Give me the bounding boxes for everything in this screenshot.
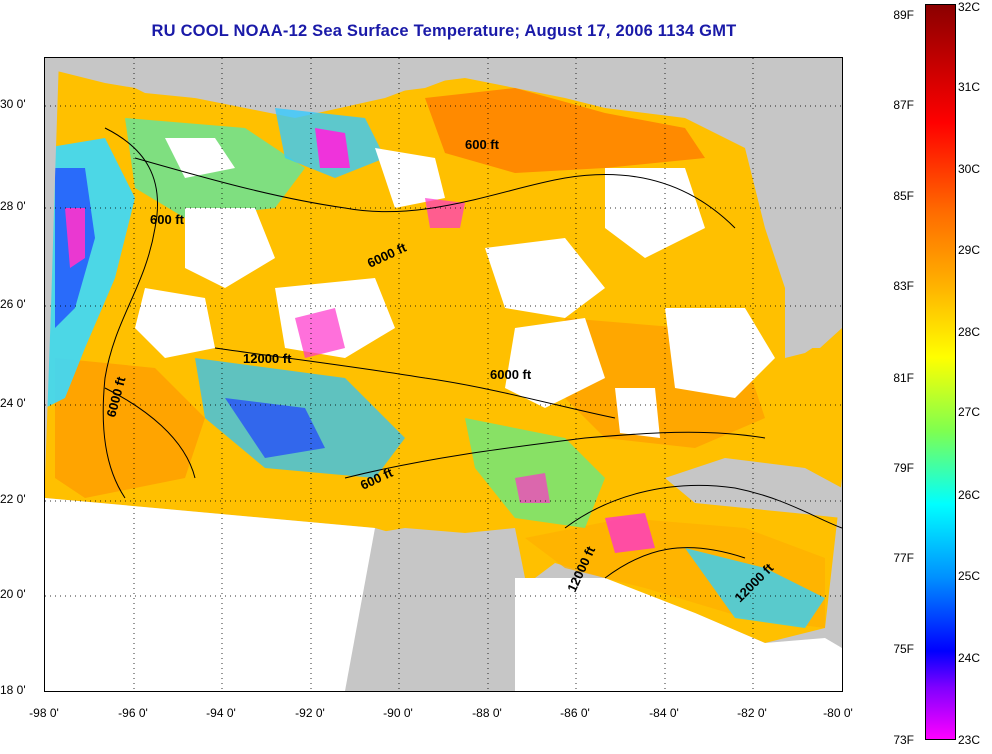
longitude-label: -92 0' bbox=[295, 706, 325, 720]
contour-label: 6000 ft bbox=[490, 367, 532, 382]
colorbar-fahrenheit-label: 75F bbox=[893, 642, 914, 656]
land-yucatan bbox=[345, 528, 525, 691]
colorbar-celsius-label: 26C bbox=[958, 488, 981, 502]
colorbar-celsius-label: 27C bbox=[958, 405, 981, 419]
latitude-label: 24 0' bbox=[0, 396, 26, 410]
sst-map: 600 ft 600 ft 6000 ft 12000 ft 6000 ft 6… bbox=[44, 57, 843, 692]
colorbar-celsius-label: 25C bbox=[958, 569, 981, 583]
colorbar-celsius-label: 28C bbox=[958, 325, 981, 339]
cloud-1 bbox=[185, 208, 275, 288]
longitude-label: -94 0' bbox=[206, 706, 236, 720]
warm-region-west bbox=[55, 358, 205, 498]
longitude-label: -82 0' bbox=[737, 706, 767, 720]
land-us bbox=[45, 58, 842, 268]
colorbar-fahrenheit-label: 83F bbox=[893, 279, 914, 293]
longitude-label: -96 0' bbox=[118, 706, 148, 720]
contour-label: 12000 ft bbox=[243, 351, 292, 366]
chart-title: RU COOL NOAA-12 Sea Surface Temperature;… bbox=[151, 22, 737, 40]
latitude-label: 28 0' bbox=[0, 199, 26, 213]
colorbar-fahrenheit-label: 77F bbox=[893, 551, 914, 565]
longitude-label: -80 0' bbox=[823, 706, 853, 720]
colorbar-celsius-label: 31C bbox=[958, 80, 981, 94]
colorbar-fahrenheit-label: 73F bbox=[893, 733, 914, 747]
colorbar-fahrenheit-label: 87F bbox=[893, 98, 914, 112]
contour-label: 600 ft bbox=[150, 212, 185, 227]
latitude-label: 30 0' bbox=[0, 97, 26, 111]
longitude-label: -88 0' bbox=[472, 706, 502, 720]
colorbar-celsius-label: 23C bbox=[958, 733, 981, 747]
longitude-label: -84 0' bbox=[649, 706, 679, 720]
no-data-southeast bbox=[515, 578, 842, 691]
colorbar-celsius-label: 32C bbox=[958, 0, 981, 14]
latitude-label: 20 0' bbox=[0, 587, 26, 601]
land-florida bbox=[775, 58, 842, 348]
colorbar-fahrenheit-label: 81F bbox=[893, 371, 914, 385]
latitude-label: 22 0' bbox=[0, 492, 26, 506]
contour-label: 600 ft bbox=[465, 137, 500, 152]
longitude-label: -98 0' bbox=[29, 706, 59, 720]
colorbar-celsius-label: 29C bbox=[958, 243, 981, 257]
longitude-label: -90 0' bbox=[383, 706, 413, 720]
colorbar-fahrenheit-label: 79F bbox=[893, 461, 914, 475]
colorbar-fahrenheit-label: 85F bbox=[893, 189, 914, 203]
longitude-label: -86 0' bbox=[560, 706, 590, 720]
latitude-label: 26 0' bbox=[0, 297, 26, 311]
colorbar-celsius-label: 30C bbox=[958, 162, 981, 176]
latitude-label: 18 0' bbox=[0, 683, 26, 697]
warm-region-north bbox=[425, 88, 705, 173]
land-mexico bbox=[45, 58, 59, 478]
temperature-colorbar bbox=[925, 4, 956, 740]
colorbar-celsius-label: 24C bbox=[958, 651, 981, 665]
no-data-southwest bbox=[45, 498, 375, 691]
colorbar-fahrenheit-label: 89F bbox=[893, 8, 914, 22]
